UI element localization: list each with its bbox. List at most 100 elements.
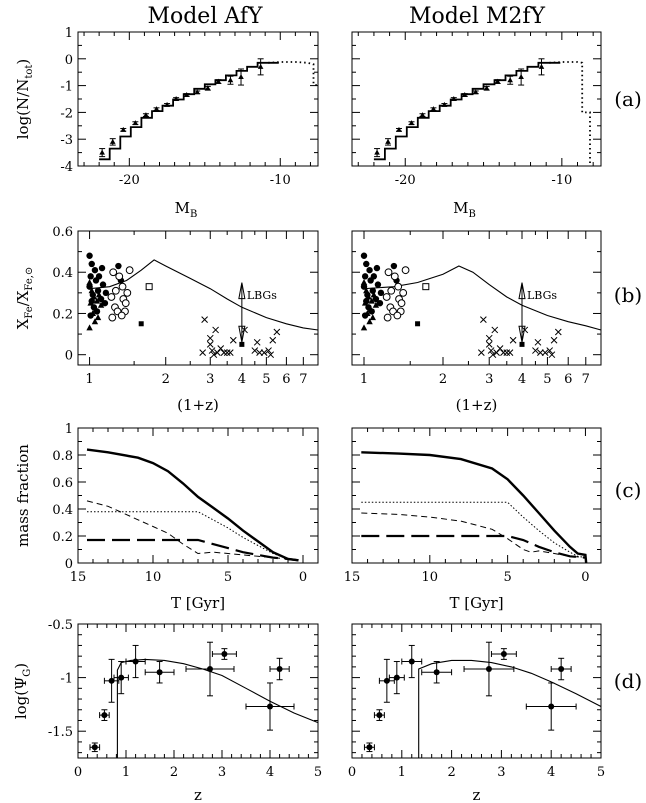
d0-ytick-label-2: -0.5 (48, 618, 73, 633)
b1-filled-circle-6 (360, 283, 368, 290)
b0-cross-8 (220, 349, 228, 356)
a0-xtick-label-0: -20 (119, 173, 140, 188)
b0-filled-circle-1 (88, 260, 95, 268)
b0-cross-17 (265, 347, 272, 354)
c1-xtick-label-1: 10 (422, 570, 439, 585)
d1-model-curve (418, 659, 602, 758)
a1-model-dotted (549, 61, 591, 166)
b0-xtick-label-2: 3 (206, 372, 214, 387)
b0-ylabel-main: X (14, 318, 32, 329)
a0-ytick-label-0: -4 (60, 160, 73, 175)
b1-filled-triangle-8 (372, 301, 380, 308)
b1-filled-square-0 (415, 321, 421, 327)
b0-open-circle-0 (109, 268, 118, 277)
b0-cross-1 (212, 326, 219, 334)
b1-model-curve (363, 265, 602, 331)
b1-lbg-arrow-head-down (518, 325, 526, 343)
b0-filled-triangle-1 (88, 287, 95, 294)
b1-open-circle-1 (390, 272, 399, 281)
b0-cross-11 (229, 336, 237, 344)
d0-observed-point-4 (132, 658, 139, 665)
b1-cross-6 (496, 345, 504, 352)
a1-observed-point-14 (538, 63, 545, 69)
b0-cross-4 (208, 347, 216, 354)
b1-filled-triangle-9 (370, 291, 378, 298)
d0-xtick-label-3: 3 (218, 765, 226, 780)
b0-filled-triangle-10 (86, 324, 93, 331)
d1-xtick-label-5: 5 (597, 765, 605, 780)
a0-observed-point-6 (164, 101, 170, 107)
d0-xtick-label-1: 1 (122, 765, 130, 780)
d1-observed-point-6 (485, 666, 492, 673)
d1-xtick-label-2: 2 (447, 765, 455, 780)
b1-filled-circle-14 (374, 281, 382, 288)
b1-filled-circle-18 (377, 289, 385, 297)
a0-ytick-label-1: -3 (60, 133, 73, 148)
b0-filled-triangle-0 (86, 279, 93, 286)
b0-ylabel-sub: Fe (24, 306, 35, 318)
a1-observed-point-0 (374, 149, 380, 155)
panel-d-afy: 0 1 2 3 4 5 -1.5 -1 -0.5 z log(ΨG) (12, 618, 322, 803)
b0-filled-circle-14 (99, 281, 107, 288)
b0-ylabel-mid: /X (14, 290, 32, 306)
c1-xlabel: T [Gyr] (449, 594, 503, 612)
a1-observed-point-8 (461, 91, 468, 97)
c1-xtick-label-2: 5 (503, 570, 511, 585)
b0-open-circle-3 (111, 286, 120, 295)
b0-filled-triangle-6 (94, 314, 102, 321)
d0-observed-point-6 (207, 666, 213, 673)
b0-filled-triangle-9 (95, 291, 103, 298)
c1-curve-long-dashed (361, 534, 586, 559)
b1-cross-16 (541, 349, 549, 356)
b0-filled-circle-0 (86, 252, 93, 259)
c1-xtick-label-0: 15 (344, 570, 361, 585)
d0-xtick-label-4: 4 (266, 765, 274, 780)
c1-curve-thick-solid (361, 451, 588, 564)
b1-filled-circle-16 (390, 262, 398, 270)
panel-b-afy: 1 2 3 4 5 6 7 0 0.2 0.4 0.6 LBGs (1+z) XFe/XFe,⊙ (14, 225, 319, 414)
a0-frame (77, 31, 319, 167)
a0-ylabel-main: log(N/N (14, 79, 32, 140)
b1-open-square (422, 283, 430, 291)
b0-lbg-label: LBGs (247, 289, 277, 302)
a0-observed-point-11 (215, 78, 222, 84)
b0-ylabel-sub2: Fe,⊙ (24, 267, 35, 291)
d0-observed-point-8 (267, 703, 273, 710)
c0-ytick-label-1: 0.2 (52, 530, 73, 545)
b1-cross-7 (489, 351, 497, 359)
b1-filled-triangle-10 (360, 324, 368, 331)
b0-xtick-label-3: 4 (238, 372, 246, 387)
d0-xtick-label-2: 2 (170, 765, 178, 780)
a0-observed-point-12 (227, 77, 234, 83)
a0-ytick-label-2: -2 (60, 106, 73, 121)
b0-open-square (145, 283, 153, 291)
panel-d-m2fy: 0 1 2 3 4 5 z (348, 623, 605, 803)
b1-filled-circle-15 (370, 273, 378, 280)
a0-observed-point-5 (153, 106, 160, 112)
a1-xlabel: MB (453, 199, 476, 220)
b1-cross-1 (491, 326, 499, 334)
a0-xlabel: MB (175, 199, 198, 220)
c0-ytick-label-0: 0 (65, 557, 73, 572)
b0-xtick-label-1: 2 (162, 372, 170, 387)
a0-observed-point-9 (194, 89, 201, 95)
b1-xlabel: (1+z) (456, 396, 498, 414)
b0-xtick-label-6: 7 (299, 372, 307, 387)
b1-cross-15 (537, 349, 544, 356)
a0-observed-point-4 (143, 112, 149, 118)
c0-xtick-label-0: 15 (70, 570, 87, 585)
d1-xtick-label-0: 0 (348, 765, 356, 780)
b1-xtick-label-1: 2 (439, 372, 447, 387)
a1-observed-point-11 (494, 78, 501, 84)
b1-xtick-label-2: 3 (485, 372, 493, 387)
b1-open-circle-10 (393, 311, 402, 320)
b0-filled-triangle-2 (90, 293, 98, 300)
d1-observed-point-0 (366, 744, 373, 751)
b1-open-circle-4 (382, 293, 391, 301)
a1-xlabel-sub: B (469, 209, 476, 220)
c0-curve-long-dashed (87, 538, 299, 562)
a0-ylabel-end: ) (14, 59, 32, 65)
b0-cross-19 (273, 328, 281, 336)
b0-cross-18 (267, 351, 275, 359)
